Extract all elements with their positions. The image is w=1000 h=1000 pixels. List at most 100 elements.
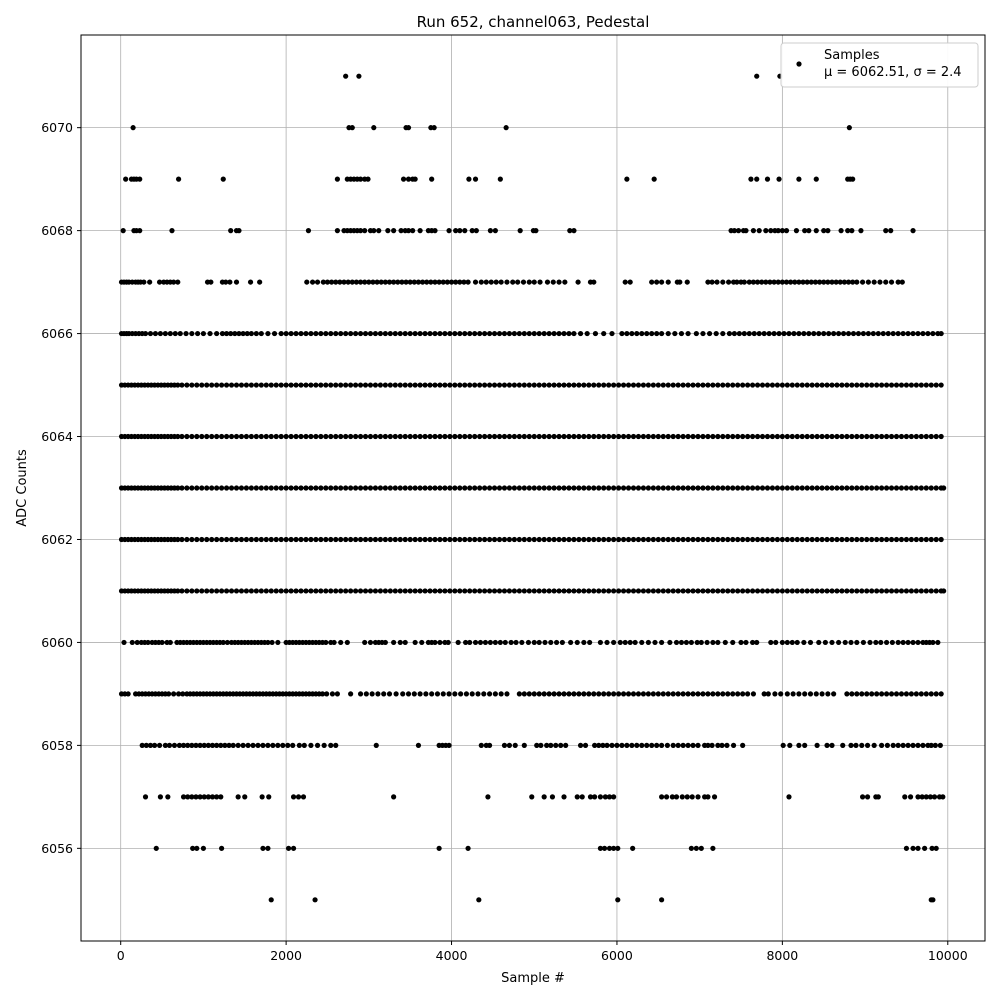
data-point	[209, 742, 216, 748]
data-point	[597, 639, 604, 646]
data-point	[627, 279, 633, 285]
legend-label-stats: μ = 6062.51, σ = 2.4	[824, 65, 962, 80]
data-point	[362, 433, 369, 440]
data-point	[338, 536, 344, 543]
data-point	[571, 382, 577, 388]
data-point	[841, 279, 847, 285]
data-point	[624, 742, 630, 748]
data-point	[482, 536, 488, 543]
data-point	[659, 897, 665, 903]
data-point	[526, 536, 532, 543]
data-point	[177, 330, 183, 337]
data-point	[571, 588, 577, 594]
data-point	[323, 588, 329, 594]
data-point	[908, 485, 914, 491]
data-point	[337, 279, 343, 285]
data-point	[201, 742, 207, 748]
data-point	[561, 433, 567, 440]
data-point	[635, 382, 642, 388]
data-point	[849, 691, 855, 697]
data-point	[865, 279, 871, 285]
data-point	[482, 433, 488, 440]
data-point	[278, 588, 284, 594]
data-point	[258, 536, 264, 543]
data-point	[268, 433, 274, 440]
data-point	[293, 433, 299, 440]
data-point	[586, 691, 592, 697]
data-point	[205, 794, 211, 800]
data-point	[829, 536, 835, 543]
data-point	[175, 691, 182, 697]
data-point	[521, 742, 527, 748]
data-point	[915, 845, 921, 851]
data-point	[663, 794, 670, 800]
data-point	[412, 176, 418, 182]
data-point	[913, 588, 919, 594]
data-point	[844, 691, 850, 697]
data-point	[672, 330, 678, 337]
data-point	[232, 330, 238, 337]
data-point	[867, 639, 873, 646]
data-point	[591, 691, 597, 697]
data-point	[551, 691, 557, 697]
data-points	[118, 73, 947, 903]
data-point	[556, 330, 562, 337]
data-point	[875, 330, 881, 337]
data-point	[625, 691, 632, 697]
data-point	[566, 588, 572, 594]
data-point	[542, 639, 548, 646]
data-point	[754, 73, 760, 79]
data-point	[915, 330, 921, 337]
data-point	[910, 330, 916, 337]
data-point	[405, 691, 412, 697]
y-tick-label: 6070	[41, 120, 73, 135]
data-point	[357, 279, 364, 285]
data-point	[879, 485, 885, 491]
data-point	[309, 279, 316, 285]
data-point	[130, 125, 136, 131]
data-point	[407, 382, 413, 388]
data-point	[288, 588, 294, 594]
data-point	[481, 691, 487, 697]
data-point	[905, 742, 911, 748]
data-point	[166, 742, 173, 748]
data-point	[458, 691, 464, 697]
data-point	[825, 691, 831, 697]
data-point	[370, 279, 376, 285]
data-point	[706, 330, 713, 337]
data-point	[740, 691, 746, 697]
data-point	[566, 691, 572, 697]
data-point	[689, 794, 695, 800]
data-point	[874, 588, 880, 594]
data-point	[375, 691, 381, 697]
data-point	[865, 330, 871, 337]
data-point	[870, 330, 876, 337]
data-point	[635, 691, 642, 697]
data-point	[553, 639, 560, 646]
data-point	[883, 382, 890, 388]
data-point	[387, 382, 393, 388]
data-point	[214, 588, 220, 594]
data-point	[695, 536, 701, 543]
data-point	[193, 742, 199, 748]
data-point	[730, 588, 736, 594]
data-point	[233, 279, 240, 285]
data-point	[392, 382, 398, 388]
data-point	[709, 279, 715, 285]
data-point	[915, 742, 921, 748]
data-point	[208, 279, 214, 285]
data-point	[447, 588, 453, 594]
data-point	[669, 794, 675, 800]
data-point	[789, 639, 795, 646]
data-point	[372, 588, 379, 594]
data-point	[893, 536, 900, 543]
data-point	[730, 691, 736, 697]
data-point	[536, 485, 542, 491]
data-point	[372, 485, 379, 491]
data-point	[745, 691, 751, 697]
data-point	[263, 536, 269, 543]
data-point	[175, 485, 181, 491]
data-point	[465, 845, 471, 851]
data-point	[516, 691, 522, 697]
data-point	[278, 485, 284, 491]
